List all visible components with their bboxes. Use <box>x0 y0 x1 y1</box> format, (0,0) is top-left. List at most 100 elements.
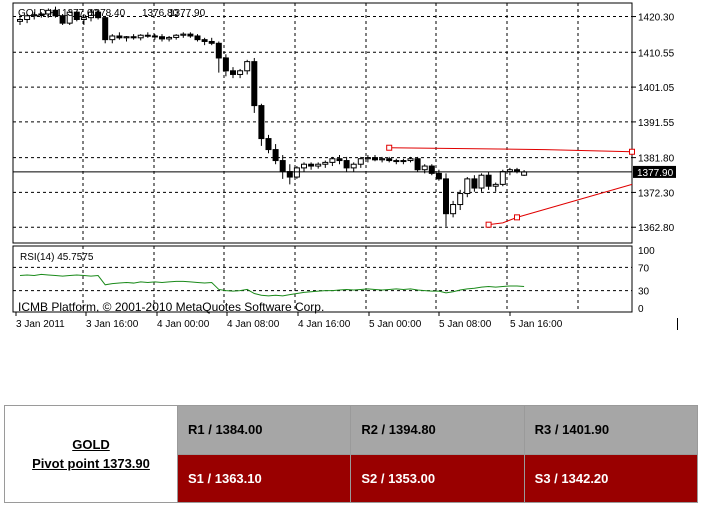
rsi-tick-label: 70 <box>638 263 650 274</box>
candle-down <box>222 57 229 72</box>
rsi-tick-label: 0 <box>638 304 644 315</box>
candle-down <box>73 11 80 20</box>
candle-down <box>428 165 435 174</box>
time-axis: 3 Jan 2011 3 Jan 16:00 4 Jan 00:00 4 Jan 08… <box>15 312 563 330</box>
candle-down <box>187 33 194 37</box>
candle-down <box>258 105 265 140</box>
candle-up <box>457 193 464 206</box>
time-tick-label: 5 Jan 16:00 <box>510 319 563 330</box>
candle-down <box>386 158 393 162</box>
candle-up <box>293 167 300 178</box>
s1-cell: S1 / 1363.10 <box>176 453 352 503</box>
candle-down <box>414 158 421 171</box>
candle-down <box>279 160 286 173</box>
r3-cell: R3 / 1401.90 <box>523 405 699 455</box>
candle-up <box>45 9 52 15</box>
candle-up <box>66 11 73 24</box>
price-axis: 1420.30 1410.55 1401.05 1391.55 1381.80 1372.… <box>13 13 676 234</box>
pivot-table: GOLD Pivot point 1373.90 R1 / 1384.00 R2… <box>4 405 699 503</box>
trend-line <box>488 183 633 226</box>
candle-up <box>17 18 23 22</box>
candle-up <box>421 165 428 171</box>
candle-up <box>329 158 336 163</box>
candle-up <box>357 158 364 165</box>
candle-up <box>38 13 45 16</box>
r1-cell: R1 / 1384.00 <box>176 405 352 455</box>
candle-up <box>301 163 307 169</box>
chart-grid <box>12 3 632 312</box>
candle-down <box>343 160 350 169</box>
candle-down <box>194 35 201 41</box>
candle-up <box>364 157 371 160</box>
candle-down <box>308 163 315 167</box>
candle-up <box>31 14 38 17</box>
candle-down <box>443 178 449 215</box>
trend-lines <box>386 144 635 228</box>
candle-up <box>315 163 322 167</box>
ohlc-open: 1377.00 <box>62 8 99 19</box>
candle-down <box>130 36 137 39</box>
candles <box>17 6 528 227</box>
candle-down <box>144 34 151 37</box>
price-tick-label: 1391.55 <box>638 118 675 129</box>
candle-down <box>435 172 442 180</box>
time-tick-label: 5 Jan 00:00 <box>369 319 422 330</box>
support-row: S1 / 1363.10 S2 / 1353.00 S3 / 1342.20 <box>5 453 699 503</box>
chart-title: GOLD,H1 <box>18 8 62 19</box>
text-cursor <box>677 318 678 330</box>
candle-down <box>251 61 258 107</box>
rsi-tick-label: 30 <box>638 287 650 298</box>
current-price-box <box>633 165 676 178</box>
time-tick-label: 3 Jan 16:00 <box>86 319 139 330</box>
candle-down <box>514 169 520 173</box>
candle-up <box>109 35 116 41</box>
candle-up <box>173 34 180 38</box>
time-tick-label: 3 Jan 2011 <box>16 319 65 330</box>
candle-up <box>237 70 244 75</box>
candle-up <box>350 163 357 169</box>
price-tick-label: 1401.05 <box>638 83 675 94</box>
pivot-label-cell: GOLD Pivot point 1373.90 <box>4 405 178 503</box>
price-tick-label: 1362.80 <box>638 223 675 234</box>
time-tick-label: 4 Jan 08:00 <box>227 319 280 330</box>
candle-down <box>393 160 400 163</box>
candle-up <box>379 158 386 161</box>
current-price-label: 1377.90 <box>637 168 674 179</box>
candle-up <box>478 174 485 189</box>
s2-cell: S2 / 1353.00 <box>350 453 525 503</box>
candle-up <box>244 61 251 72</box>
rsi-panel: 100 70 30 0 <box>13 246 655 315</box>
pivot-point: Pivot point 1373.90 <box>32 456 150 471</box>
candle-down <box>95 11 102 19</box>
r2-cell: R2 / 1394.80 <box>350 405 525 455</box>
candle-up <box>322 161 329 165</box>
chart-frame <box>12 2 633 313</box>
resistance-row: GOLD Pivot point 1373.90 R1 / 1384.00 R2… <box>4 405 699 503</box>
candle-down <box>265 138 272 151</box>
candle-up <box>506 169 513 173</box>
trend-line-anchor <box>386 144 393 151</box>
chart-watermark: ICMB Platform, © 2001-2010 MetaQuotes So… <box>18 300 324 314</box>
rsi-line <box>19 273 525 297</box>
candle-down <box>102 17 109 41</box>
time-tick-label: 4 Jan 00:00 <box>157 319 210 330</box>
candle-up <box>166 36 173 40</box>
candle-up <box>80 17 87 20</box>
candle-down <box>159 36 165 40</box>
candle-up <box>499 171 506 185</box>
candle-down <box>230 70 236 75</box>
price-tick-label: 1381.80 <box>638 154 675 165</box>
s3-cell: S3 / 1342.20 <box>523 453 699 503</box>
price-tick-label: 1410.55 <box>638 48 675 59</box>
instrument-name: GOLD <box>72 437 110 452</box>
candle-down <box>208 40 215 44</box>
price-tick-label: 1420.30 <box>638 13 675 24</box>
candle-up <box>400 160 407 163</box>
candle-down <box>485 174 492 187</box>
ohlc-high: 1378.40 <box>89 8 126 19</box>
candle-down <box>272 149 279 162</box>
candle-down <box>116 35 123 39</box>
trend-line-anchor <box>514 214 520 221</box>
price-tick-label: 1372.30 <box>638 188 675 199</box>
candle-up <box>464 178 471 195</box>
